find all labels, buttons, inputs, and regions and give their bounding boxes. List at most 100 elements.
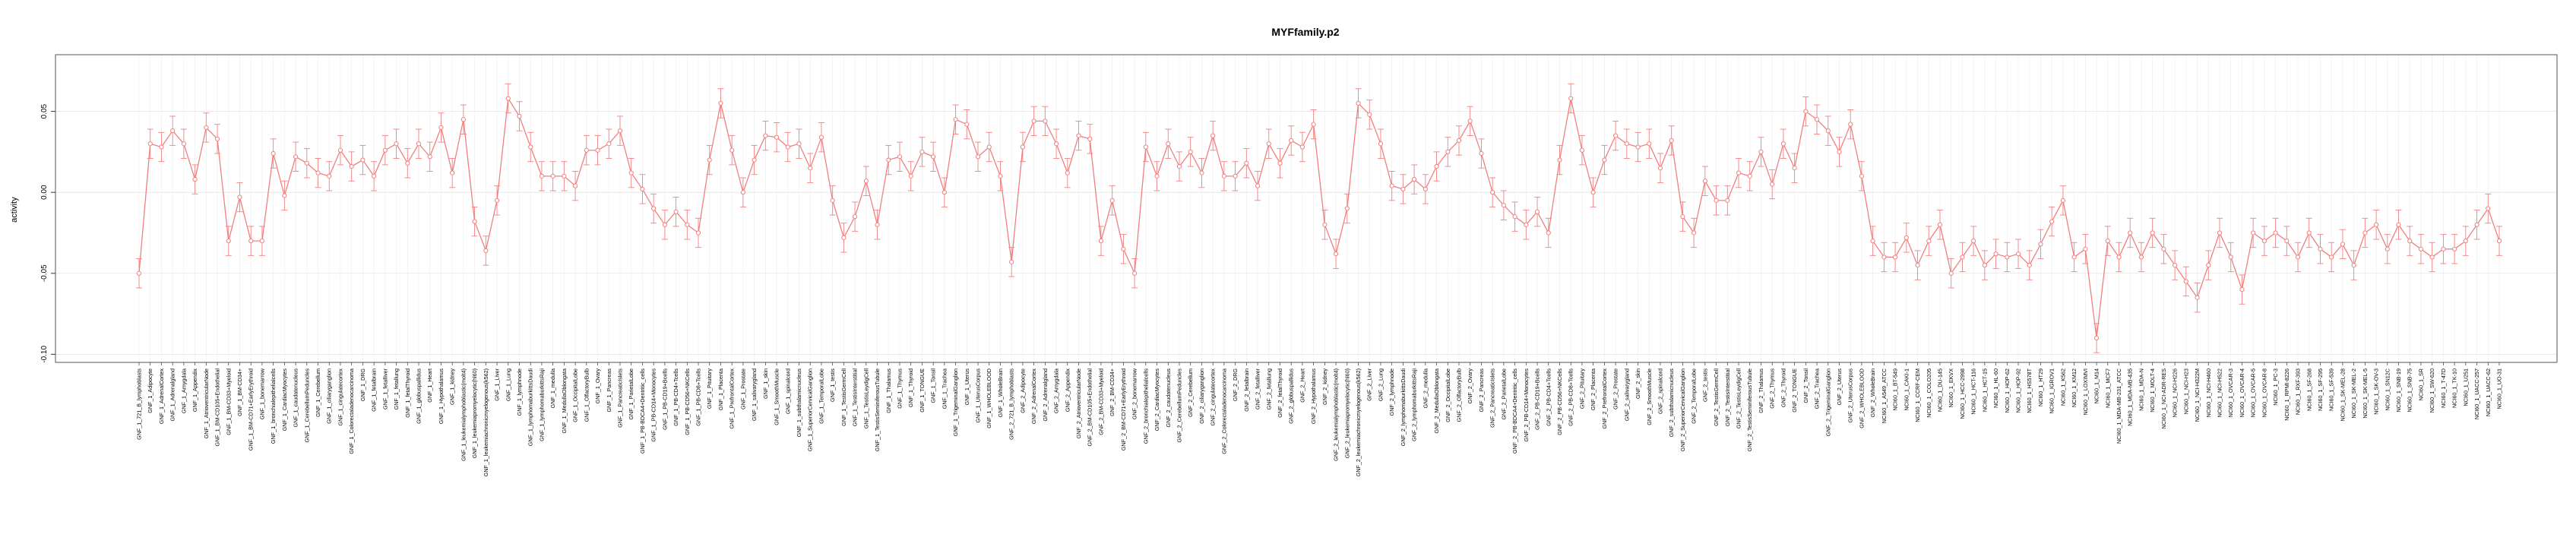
- x-tick-label: GNF_1_TestisLeydigCell: [862, 368, 869, 428]
- data-point: [1043, 119, 1048, 124]
- x-tick-label: GNF_2_TestisLeydigCell: [1736, 368, 1742, 428]
- x-tick-label: NCI60_1_RPMI-8226: [2283, 368, 2290, 421]
- data-point: [360, 157, 366, 163]
- x-tick-label: GNF_2_leukemialymphoblastic(molt4): [1333, 368, 1340, 461]
- x-tick-label: GNF_2_lymphomaburkittsDaudi: [1400, 368, 1407, 447]
- data-point: [1612, 133, 1619, 138]
- data-point: [1299, 144, 1305, 150]
- x-tick-label: GNF_1_bonemarrow: [258, 368, 265, 419]
- x-tick-label: GNF_1_PB-CD19+Bcells: [661, 368, 668, 430]
- x-tick-label: GNF_2_PB-CD8+Tcells: [1568, 368, 1574, 426]
- x-tick-label: GNF_1_CardiacMyocytes: [281, 368, 288, 432]
- data-point: [2429, 255, 2435, 260]
- x-tick-label: NCI60_1_MCF7: [2104, 368, 2111, 408]
- x-tick-label: GNF_2_AdrenalCortex: [1030, 368, 1037, 425]
- data-point: [1714, 198, 1719, 203]
- y-tick-label: -0.05: [40, 264, 49, 282]
- x-tick-label: GNF_2_UterusCorpus: [1847, 368, 1854, 423]
- x-tick-label: GNF_1_Ovary: [594, 368, 601, 404]
- x-tick-label: GNF_2_Thalamus: [1758, 368, 1764, 413]
- data-point: [2295, 255, 2301, 260]
- x-tick-label: GNF_1_DRG: [359, 368, 366, 402]
- data-point: [1702, 179, 1707, 184]
- x-tick-label: NCI60_1_HOP-92: [2015, 368, 2022, 413]
- data-point: [372, 173, 377, 179]
- x-tick-label: GNF_1_CerebellumPeduncles: [303, 368, 310, 443]
- data-point: [337, 147, 343, 153]
- data-point: [986, 144, 992, 150]
- x-tick-label: GNF_2_Hypothalamus: [1310, 368, 1317, 425]
- data-point: [1982, 263, 1987, 268]
- data-point: [2351, 263, 2356, 268]
- data-point: [1758, 149, 1764, 154]
- data-point: [1948, 270, 1954, 276]
- data-point: [2015, 251, 2021, 257]
- data-point: [1837, 149, 1842, 154]
- x-tick-label: GNF_2_kidney: [1321, 368, 1328, 405]
- x-tick-label: GNF_2_WHOLEBLOOD: [1858, 368, 1865, 428]
- x-tick-label: NCI60_1_A549_ATCC: [1881, 368, 1888, 423]
- data-point: [450, 170, 455, 175]
- x-tick-label: GNF_1_721_B_lymphoblasts: [136, 368, 143, 440]
- data-point: [2038, 242, 2043, 247]
- x-tick-label: GNF_1_Pancreas: [606, 368, 612, 413]
- x-tick-label: NCI60_1_LOXIMVI: [2082, 368, 2089, 416]
- x-tick-label: GNF_2_fetalThyroid: [1277, 368, 1283, 418]
- x-tick-label: NCI60_1_MOLT-4: [2149, 368, 2156, 413]
- data-point: [2183, 279, 2188, 284]
- x-tick-label: GNF_1_leukemiachronicmyelogenous(k562): [483, 368, 489, 476]
- x-tick-label: GNF_2_testis: [1701, 368, 1708, 402]
- data-point: [2407, 239, 2413, 244]
- data-point: [1378, 141, 1384, 147]
- x-tick-label: GNF_2_ciliaryganglion: [1198, 368, 1205, 424]
- data-point: [382, 147, 388, 153]
- x-tick-label: NCI60_1_UACC-257: [2473, 368, 2480, 419]
- series-line: [138, 96, 2500, 339]
- x-tick-label: GNF_2_Lung: [1377, 368, 1384, 401]
- data-point: [2306, 230, 2312, 236]
- x-tick-label: NCI60_1_PC-3: [2272, 368, 2279, 406]
- data-point: [1971, 239, 1976, 244]
- data-point: [830, 198, 835, 203]
- x-tick-label: NCI60_1_NCI-H23: [2182, 368, 2189, 414]
- data-point: [841, 235, 847, 240]
- data-point: [908, 173, 913, 179]
- data-point: [964, 122, 970, 127]
- data-point: [1557, 157, 1562, 163]
- x-tick-label: GNF_1_lymphomaburkittsDaudi: [527, 368, 534, 447]
- data-point: [1445, 149, 1451, 154]
- data-point: [2340, 242, 2346, 247]
- x-tick-label: GNF_1_Liver: [494, 368, 501, 400]
- data-point: [192, 177, 198, 182]
- data-point: [617, 128, 623, 134]
- data-point: [505, 96, 511, 101]
- data-point: [460, 117, 466, 122]
- data-point: [1937, 222, 1943, 227]
- data-point: [349, 163, 354, 169]
- x-tick-label: NCI60_1_COLO205: [1926, 368, 1932, 418]
- x-tick-label: GNF_2_TestisGermCell: [1713, 368, 1720, 426]
- data-point: [1154, 173, 1160, 179]
- x-tick-label: GNF_1_globuspallidus: [416, 368, 422, 424]
- x-tick-label: GNF_2_cingulatecortex: [1210, 368, 1217, 426]
- x-tick-label: NCI60_1_OVCAR-4: [2239, 368, 2245, 417]
- x-tick-label: GNF_1_Tonsil: [930, 368, 937, 403]
- x-tick-label: NCI60_1_HT29: [2037, 368, 2044, 406]
- data-point: [170, 128, 176, 134]
- data-point: [2138, 255, 2144, 260]
- x-tick-label: GNF_1_fetalbrain: [371, 368, 378, 412]
- x-tick-label: GNF_2_PB-CD56+NKCells: [1556, 368, 1563, 435]
- data-point: [405, 160, 410, 166]
- x-tick-label: GNF_2_fetallung: [1265, 368, 1272, 409]
- x-tick-label: GNF_2_Placenta: [1590, 368, 1597, 410]
- x-tick-label: NCI60_1_DU-145: [1936, 368, 1943, 412]
- data-point: [214, 136, 220, 141]
- x-tick-label: GNF_1_Adipocyte: [147, 368, 153, 413]
- x-tick-label: NCI60_1_K562: [2059, 368, 2066, 406]
- data-point: [752, 157, 757, 163]
- x-tick-label: GNF_2_Thyroid: [1780, 368, 1786, 407]
- x-tick-label: NCI60_1_BT-549: [1892, 368, 1899, 411]
- data-point: [327, 173, 332, 179]
- data-point: [1289, 138, 1294, 144]
